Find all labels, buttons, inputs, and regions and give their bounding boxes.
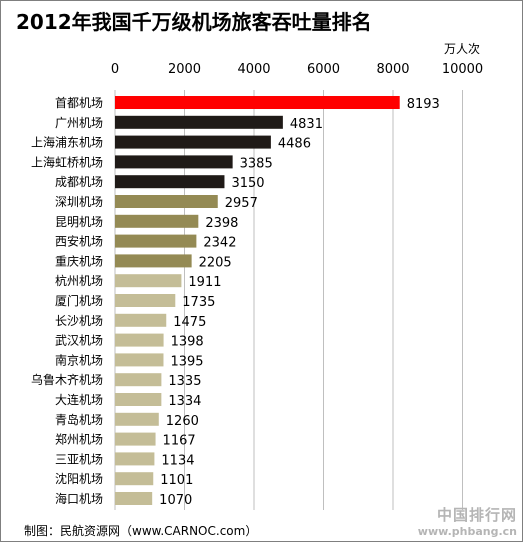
category-label: 大连机场 [55,392,103,407]
x-tick-label: 0 [111,62,119,77]
category-label: 海口机场 [55,491,103,506]
chart-title: 2012年我国千万级机场旅客吞吐量排名 [16,10,372,34]
watermark-url: www.phbang.cn [417,525,517,538]
bar [115,175,225,189]
bar [115,373,162,387]
value-label: 1398 [171,335,204,350]
category-label: 三亚机场 [55,452,103,466]
category-label: 成都机场 [55,175,103,189]
watermark: 中国排行网 www.phbang.cn [418,504,517,538]
bars [115,96,400,505]
x-tick-label: 10000 [442,62,483,77]
value-label: 1475 [173,315,206,330]
value-label: 2957 [225,196,258,211]
value-label: 1260 [166,414,199,429]
value-label: 1911 [188,275,221,290]
bar [115,492,153,505]
category-label: 重庆机场 [55,254,103,268]
value-label: 1167 [163,434,196,449]
category-label: 西安机场 [55,234,103,249]
value-label: 1334 [168,394,201,409]
bar [115,472,154,486]
x-tick-label: 2000 [168,62,201,77]
bar [115,195,218,208]
bar [115,115,283,129]
x-tick-label: 8000 [376,62,409,77]
value-label: 1335 [168,374,201,389]
value-label: 1134 [161,453,194,468]
value-labels: 8193 4831 4486 3385 3150 2957 2398 2342 2205 1911… [159,97,440,508]
value-label: 4831 [290,117,323,132]
bar [115,432,156,446]
value-label: 1395 [170,354,203,369]
value-label: 2205 [199,255,232,270]
category-label: 厦门机场 [55,293,103,308]
bar [115,254,192,268]
unit-label: 万人次 [444,42,481,56]
category-label: 郑州机场 [55,432,103,447]
bar [115,294,176,307]
category-label: 长沙机场 [55,314,103,328]
bar [115,313,167,327]
x-tick-label: 6000 [307,62,340,77]
category-labels: 首都机场广州机场上海浦东机场上海虹桥机场成都机场深圳机场昆明机场西安机场重庆机场… [31,96,103,506]
category-label: 上海虹桥机场 [31,154,103,169]
category-label: 武汉机场 [55,334,103,348]
category-label: 南京机场 [55,352,103,367]
bar [115,452,155,466]
category-label: 沈阳机场 [55,471,103,486]
x-axis-tick-labels: 0 2000 4000 6000 8000 10000 [111,62,483,77]
bar [115,96,400,109]
category-label: 乌鲁木齐机场 [31,372,103,387]
footer-credit: 制图：民航资源网（www.CARNOC.com） [24,524,258,538]
category-label: 首都机场 [55,96,103,110]
watermark-name: 中国排行网 [436,506,517,524]
bar [115,214,199,228]
value-label: 1101 [160,473,193,488]
value-label: 3385 [240,156,273,171]
bar [115,393,162,406]
category-label: 深圳机场 [55,195,103,209]
value-label: 2398 [205,216,238,231]
x-tick-label: 4000 [237,62,270,77]
bar [115,274,182,288]
category-label: 昆明机场 [55,215,103,229]
bar [115,234,197,248]
value-label: 8193 [407,97,440,112]
value-label: 2342 [203,236,236,251]
value-label: 1070 [159,493,192,508]
value-label: 1735 [182,295,215,310]
category-label: 上海浦东机场 [31,135,103,150]
bar [115,333,164,347]
value-label: 3150 [231,176,264,191]
bar [115,135,271,149]
bar [115,155,233,169]
bar [115,412,159,426]
category-label: 青岛机场 [55,412,103,427]
category-label: 广州机场 [55,116,103,130]
value-label: 4486 [278,137,311,152]
category-label: 杭州机场 [55,273,103,288]
bar [115,353,164,367]
